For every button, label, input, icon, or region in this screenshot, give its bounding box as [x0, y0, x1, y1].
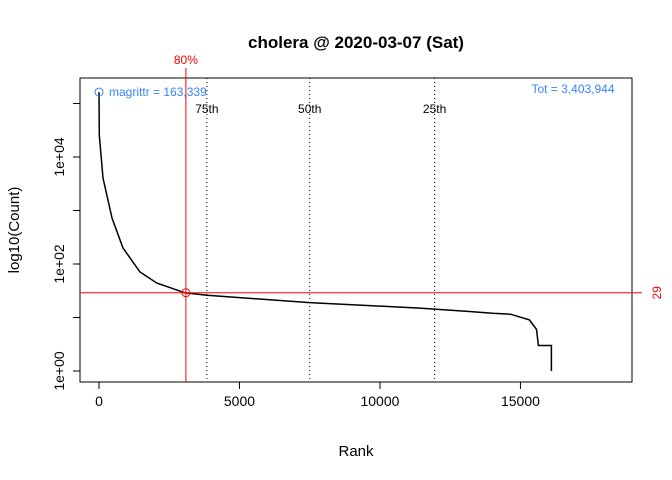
y-axis-label: log10(Count): [6, 187, 23, 274]
threshold-percent-label: 80%: [174, 53, 198, 67]
total-label: Tot = 3,403,944: [531, 82, 614, 96]
threshold-point-marker: [181, 288, 191, 298]
y-tick-label: 1e+02: [51, 244, 67, 284]
x-tick-label: 0: [95, 393, 103, 409]
top-item-label: magrittr = 163,339: [109, 85, 207, 99]
chart-title: cholera @ 2020-03-07 (Sat): [248, 33, 464, 52]
y-axis: 1e+00 1e+02 1e+04: [51, 103, 80, 391]
y-tick-label: 1e+04: [51, 137, 67, 177]
x-axis: 0 5000 10000 15000: [95, 381, 540, 409]
y-tick-label: 1e+00: [51, 351, 67, 391]
threshold-count-label: 29: [650, 286, 664, 300]
x-tick-label: 5000: [224, 393, 255, 409]
quantile-lines: 75th 50th 25th: [195, 78, 446, 382]
x-tick-label: 10000: [360, 393, 399, 409]
x-axis-label: Rank: [338, 443, 374, 460]
quantile-label: 75th: [195, 102, 218, 116]
quantile-label: 25th: [423, 102, 446, 116]
rank-count-curve: [98, 92, 553, 371]
quantile-label: 50th: [298, 102, 321, 116]
x-tick-label: 15000: [501, 393, 540, 409]
plot-box: [79, 77, 633, 383]
top-item-marker: [94, 87, 104, 97]
